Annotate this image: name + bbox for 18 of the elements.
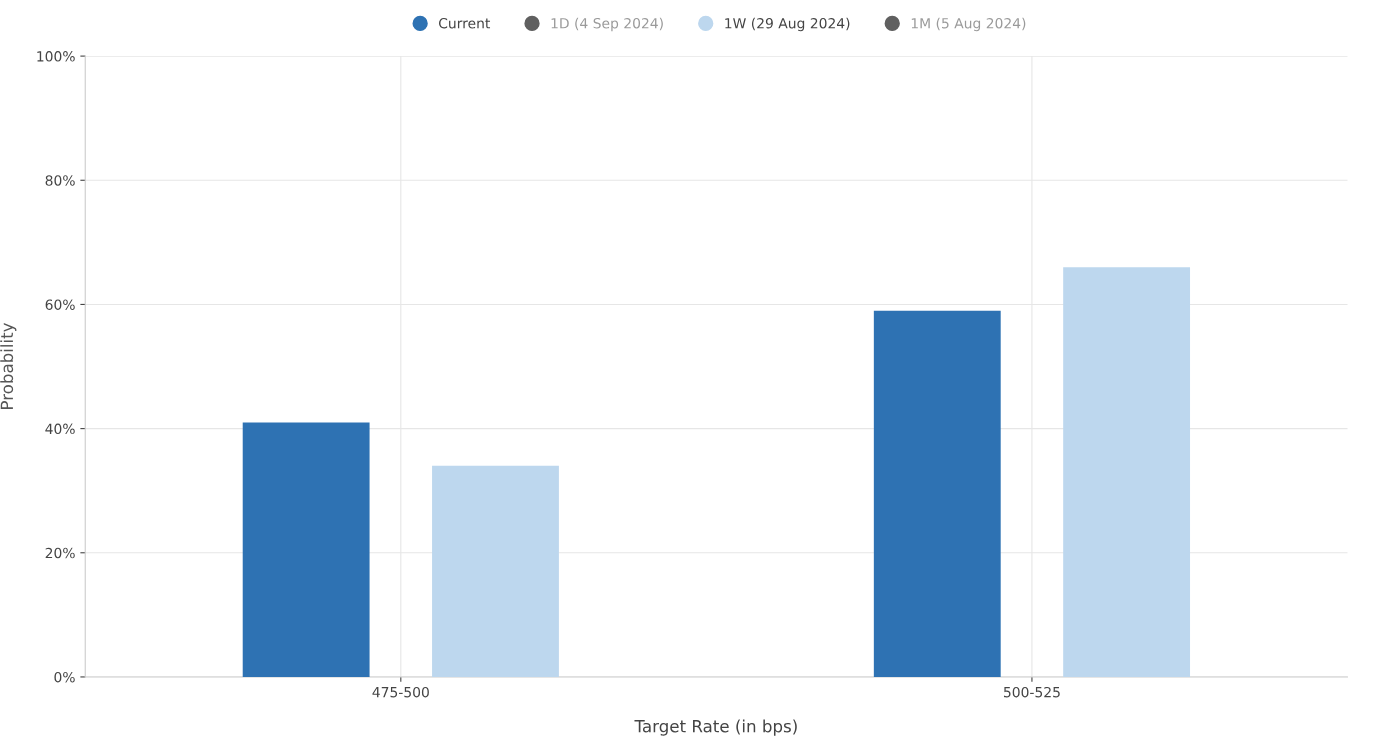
x-axis-title: Target Rate (in bps) bbox=[634, 719, 797, 736]
bar bbox=[873, 310, 1001, 677]
legend-label: 1D (4 Sep 2024) bbox=[551, 17, 663, 32]
y-tick-label: 80% bbox=[45, 175, 75, 186]
y-tick-label: 0% bbox=[54, 671, 75, 683]
x-tick-label: 475-500 bbox=[372, 686, 429, 698]
y-tick-label: 60% bbox=[45, 299, 75, 310]
y-tick-label: 40% bbox=[45, 423, 75, 435]
bar bbox=[1063, 267, 1191, 677]
x-tick-label: 500-525 bbox=[1003, 686, 1060, 698]
bar bbox=[242, 422, 370, 677]
legend-label: 1W (29 Aug 2024) bbox=[725, 17, 850, 32]
legend-label: Current bbox=[438, 17, 491, 29]
y-tick-label: 100% bbox=[37, 51, 75, 62]
y-axis-title: Probability bbox=[0, 322, 17, 409]
y-tick-label: 20% bbox=[45, 547, 75, 559]
legend-label: 1M (5 Aug 2024) bbox=[911, 17, 1026, 32]
bar bbox=[432, 465, 559, 677]
